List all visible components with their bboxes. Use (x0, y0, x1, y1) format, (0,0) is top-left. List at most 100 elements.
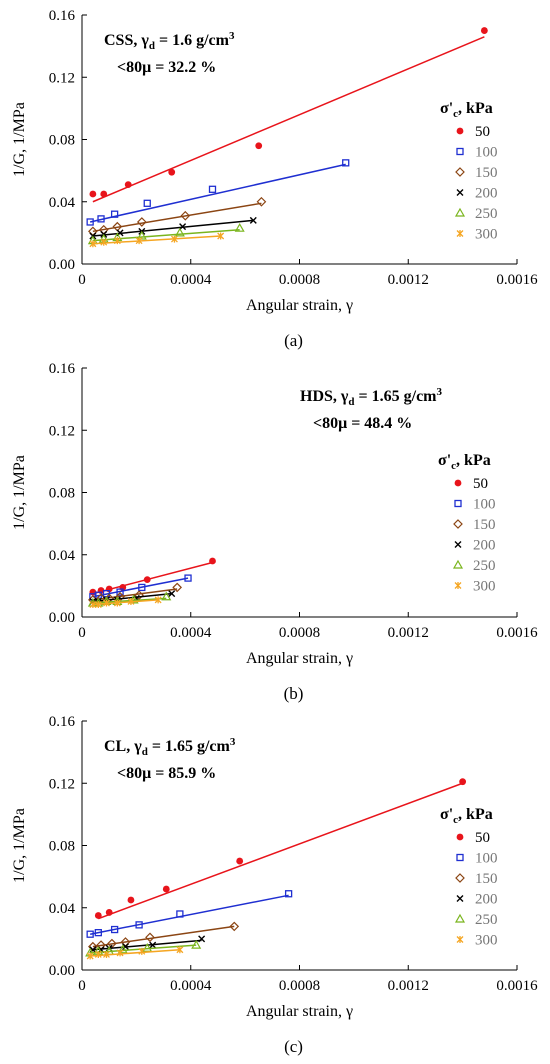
trend-line (92, 599, 159, 606)
x-tick-label: 0 (78, 272, 86, 288)
legend-entry: 200 (456, 892, 498, 908)
legend-label: 150 (475, 871, 498, 887)
trend-line (92, 561, 213, 595)
data-point (113, 599, 121, 607)
data-point (209, 557, 216, 565)
data-point (116, 949, 124, 957)
data-point (138, 947, 146, 955)
data-point (176, 946, 184, 954)
data-point (136, 217, 147, 227)
y-tick-label: 0.00 (49, 610, 75, 626)
series-100 (86, 159, 350, 226)
legend-entry: 100 (456, 851, 498, 867)
legend-title: σ'c, kPa (440, 806, 493, 826)
data-point (135, 237, 143, 245)
legend-marker (456, 127, 464, 135)
chart-annotation-line1: CSS, γd = 1.6 g/cm3 (104, 30, 235, 52)
trend-line (92, 36, 485, 203)
legend-label: 250 (475, 206, 498, 222)
y-axis-label: 1/G, 1/MPa (11, 102, 28, 177)
legend-entry: 300 (456, 227, 498, 243)
data-point (172, 582, 183, 593)
annotation-superscript: 3 (230, 736, 236, 748)
data-point (180, 210, 191, 221)
x-axis-label: Angular strain, γ (246, 650, 353, 667)
legend-label: 100 (475, 145, 498, 161)
legend-title-main: σ' (440, 806, 453, 823)
x-axis-label: Angular strain, γ (246, 297, 353, 314)
data-point (198, 935, 206, 943)
data-point (94, 912, 102, 919)
legend-label: 200 (475, 892, 498, 908)
data-point (184, 574, 192, 582)
legend-entry: 250 (454, 912, 498, 928)
data-point (234, 222, 245, 232)
legend-marker (456, 853, 464, 862)
annotation-superscript: 3 (229, 30, 235, 42)
legend-marker (456, 895, 464, 902)
x-tick-label: 0.0012 (388, 978, 429, 994)
data-point (105, 909, 113, 916)
data-point (116, 588, 124, 596)
data-point (217, 232, 225, 240)
legend-entry: 250 (452, 558, 496, 574)
data-point (229, 921, 240, 932)
chart-annotation-line2: <80μ = 48.4 % (313, 415, 412, 432)
annotation-subscript: d (348, 396, 354, 408)
legend-marker (453, 519, 463, 529)
legend-marker (456, 936, 464, 943)
legend-entry: 200 (456, 186, 498, 202)
data-point (86, 952, 94, 960)
annotation-main: CL, γ (104, 738, 142, 755)
legend-marker (455, 873, 465, 883)
legend-entry: 200 (454, 538, 496, 554)
series-300 (86, 946, 184, 960)
panel-label: (b) (284, 684, 304, 703)
data-point (127, 597, 135, 605)
annotation-subscript: d (142, 746, 148, 758)
series-50 (89, 557, 216, 596)
x-tick-label: 0.0008 (279, 978, 320, 994)
legend-title: σ'c, kPa (438, 452, 491, 472)
y-tick-label: 0.16 (49, 714, 76, 730)
data-point (143, 199, 151, 207)
data-point (100, 238, 108, 246)
x-tick-label: 0.0004 (170, 625, 212, 641)
data-point (342, 159, 350, 167)
legend-entry: 100 (456, 145, 498, 161)
chart-annotation-line1: CL, γd = 1.65 g/cm3 (104, 736, 236, 758)
legend-marker (454, 207, 466, 217)
legend-label: 200 (473, 538, 496, 554)
data-point (174, 227, 185, 237)
data-point (94, 601, 102, 609)
annotation-rest: = 1.65 g/cm (148, 738, 231, 755)
trend-line (89, 163, 346, 223)
x-tick-label: 0.0016 (496, 978, 538, 994)
legend-marker (452, 559, 464, 569)
data-point (168, 590, 176, 598)
series-50 (89, 27, 488, 203)
trend-line (90, 894, 289, 935)
x-axis-label: Angular strain, γ (246, 1003, 353, 1020)
x-tick-label: 0.0004 (170, 978, 212, 994)
chart-b-svg: 0.00 0.04 0.08 0.12 0.16 0 0.0004 0.0008 0.0012 0… (11, 361, 538, 703)
legend-label: 50 (473, 476, 488, 492)
data-point (103, 599, 110, 607)
legend-label: 100 (475, 851, 498, 867)
chart-panel-b: 0.00 0.04 0.08 0.12 0.16 0 0.0004 0.0008 0.0012 0… (0, 353, 550, 706)
data-point (89, 240, 97, 248)
legend-marker (454, 541, 462, 548)
x-tick-label: 0.0012 (388, 272, 429, 288)
trend-line (92, 577, 189, 598)
annotation-rest: = 1.6 g/cm (155, 32, 230, 49)
data-point (255, 142, 263, 150)
data-point (138, 583, 146, 592)
legend-label: 300 (473, 579, 496, 595)
legend-title-rest: , kPa (458, 100, 493, 117)
annotation-main: HDS, γ (300, 388, 349, 405)
legend-entry: 300 (454, 579, 496, 595)
data-point (110, 925, 119, 934)
y-tick-label: 0.08 (49, 486, 75, 502)
data-point (256, 196, 267, 207)
data-point (179, 223, 187, 231)
